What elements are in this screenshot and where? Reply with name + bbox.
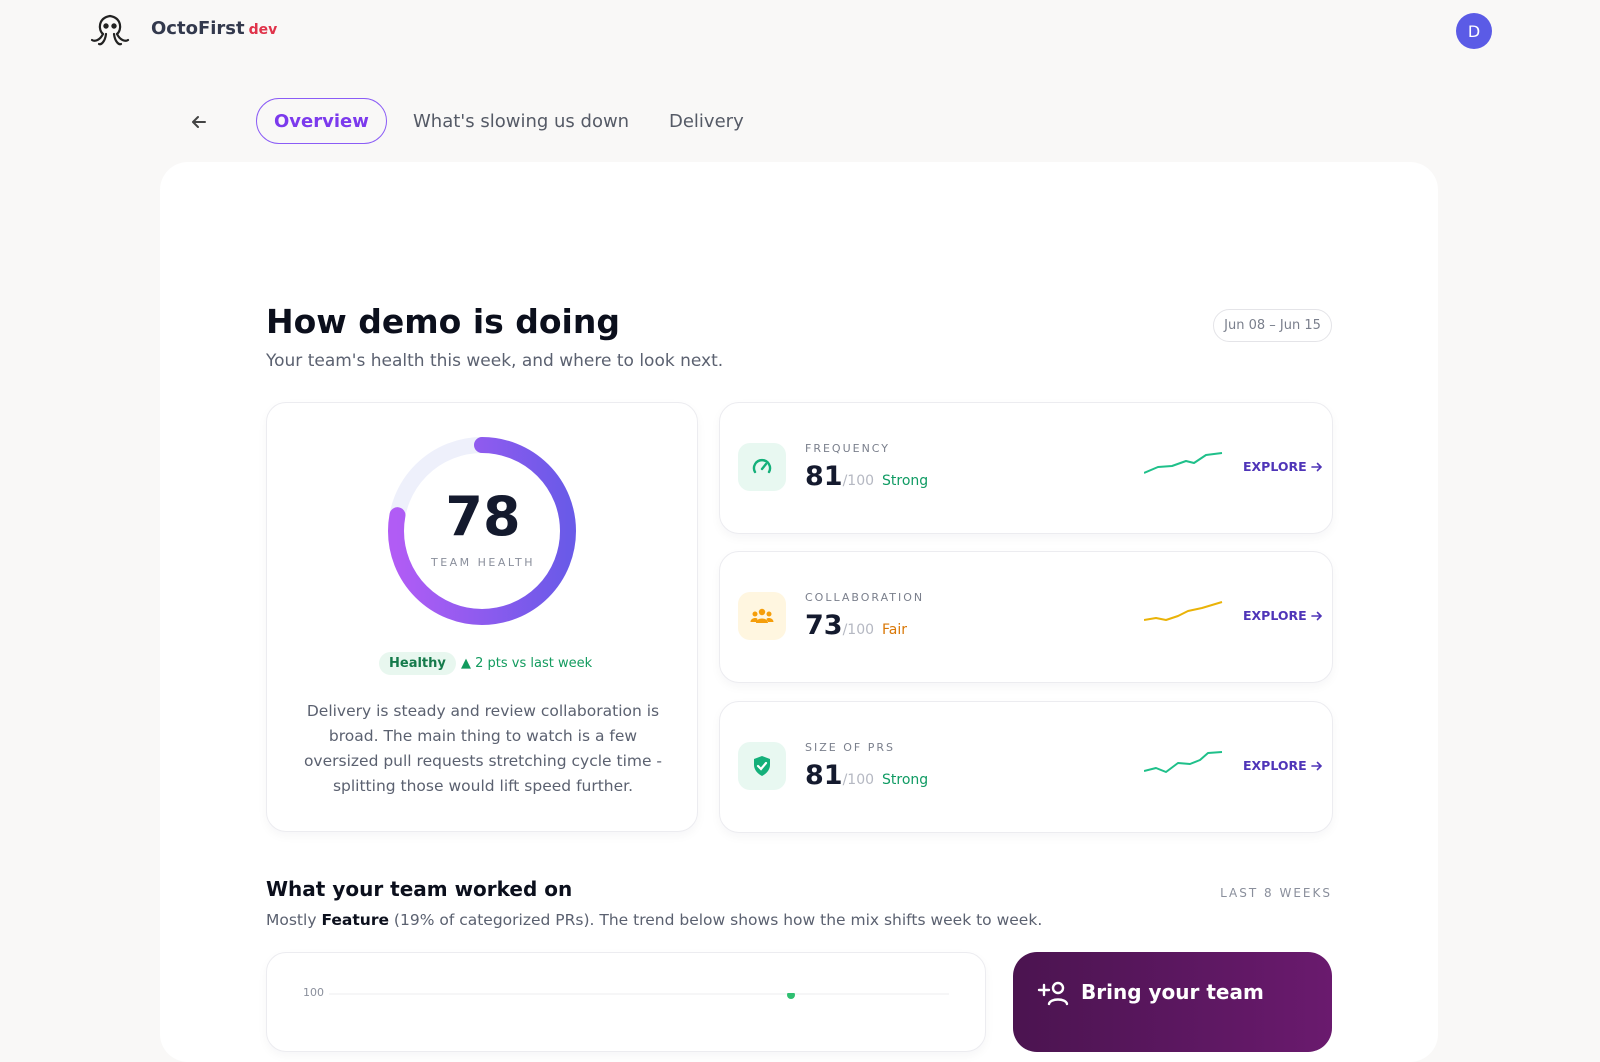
metric-rating: Strong — [882, 772, 929, 788]
health-summary: Delivery is steady and review collaborat… — [303, 702, 663, 795]
sparkline-path — [1144, 452, 1223, 474]
metric-label: SIZE OF PRS — [805, 741, 895, 754]
metric-score-row: 81/100 Strong — [805, 461, 928, 492]
explore-text: EXPLORE — [1243, 459, 1307, 474]
health-change: ▲ 2 pts vs last week — [461, 656, 593, 671]
brand: OctoFirst dev — [151, 18, 277, 39]
y-tick-label: 100 — [303, 986, 324, 999]
tab[interactable]: Delivery — [669, 110, 744, 132]
cta-card[interactable]: Bring your team — [1013, 952, 1332, 1052]
summary-highlight: Feature — [321, 911, 389, 929]
brand-name: OctoFirst — [151, 18, 245, 39]
section-title: What your team worked on — [266, 877, 573, 901]
health-score: 78 — [445, 485, 521, 548]
metric-icon — [738, 443, 786, 491]
metric-label: FREQUENCY — [805, 442, 891, 455]
gauge-arc — [388, 437, 576, 625]
tab[interactable]: Overview — [256, 98, 387, 144]
cta-title: Bring your team — [1081, 980, 1264, 1004]
icon-glyph — [754, 756, 770, 776]
logo — [90, 14, 130, 46]
sparkline-path — [1144, 751, 1223, 773]
page: OctoFirst {"brand": {"name": "OctoFirst"… — [90, 13, 1492, 1052]
health-status: Healthy — [379, 652, 456, 675]
metric-score-row: 81/100 Strong — [805, 760, 928, 791]
health-gauge — [388, 437, 576, 625]
metric-card: COLLABORATION 73/100 Fair EXPLORE — [719, 551, 1333, 683]
sparkline — [1144, 751, 1223, 773]
explore-text: EXPLORE — [1243, 608, 1307, 623]
metric-max: /100 — [842, 622, 875, 638]
arrow-icon — [1310, 611, 1322, 620]
metric-rating: Fair — [882, 622, 908, 638]
summary-text: (19% of categorized PRs). The trend belo… — [393, 911, 1043, 929]
metric-card: SIZE OF PRS 81/100 Strong EXPLORE — [719, 701, 1333, 833]
summary-text: Mostly — [266, 911, 317, 929]
sparkline — [1144, 601, 1223, 621]
back-button[interactable] — [189, 112, 209, 132]
sparkline-path — [1144, 601, 1223, 621]
metric-icon — [738, 742, 786, 790]
icon-glyph — [750, 608, 774, 623]
explore-link[interactable]: EXPLORE — [1243, 608, 1323, 623]
page-title: How demo is doing — [266, 302, 620, 341]
metric-rating: Strong — [882, 473, 929, 489]
explore-text: EXPLORE — [1243, 758, 1307, 773]
grid — [329, 993, 949, 999]
explore-link[interactable]: EXPLORE — [1243, 459, 1323, 474]
app: OctoFirst dev D Overview What's slowing u… — [90, 13, 1492, 1052]
explore-link[interactable]: EXPLORE — [1243, 758, 1323, 773]
tab[interactable]: What's slowing us down — [413, 110, 630, 132]
avatar[interactable]: D — [1456, 13, 1492, 49]
chart-card: 100 — [266, 952, 986, 1052]
icon-glyph — [752, 459, 772, 474]
health-label: TEAM HEALTH — [430, 556, 536, 569]
metric-score-row: 73/100 Fair — [805, 610, 907, 641]
metric-max: /100 — [842, 473, 875, 489]
metric-score: 81 — [805, 461, 843, 492]
metric-score: 73 — [805, 610, 843, 641]
sparkline — [1144, 452, 1223, 474]
section-summary: Mostly Feature (19% of categorized PRs).… — [266, 911, 1042, 929]
arrow-icon — [1310, 462, 1322, 471]
metric-label: COLLABORATION — [805, 591, 925, 604]
date-range[interactable]: Jun 08 – Jun 15 — [1213, 309, 1332, 342]
metric-card: FREQUENCY 81/100 Strong EXPLORE — [719, 402, 1333, 534]
team-icon — [1037, 981, 1069, 1006]
arrow-icon — [1310, 761, 1322, 770]
health-card: 78 TEAM HEALTH Healthy ▲ 2 pts vs last w… — [266, 402, 698, 832]
page-subtitle: Your team's health this week, and where … — [266, 351, 724, 371]
metric-icon — [738, 592, 786, 640]
metric-max: /100 — [842, 772, 875, 788]
section-period: LAST 8 WEEKS — [1220, 886, 1332, 900]
brand-env: dev — [248, 22, 278, 38]
metric-score: 81 — [805, 760, 843, 791]
